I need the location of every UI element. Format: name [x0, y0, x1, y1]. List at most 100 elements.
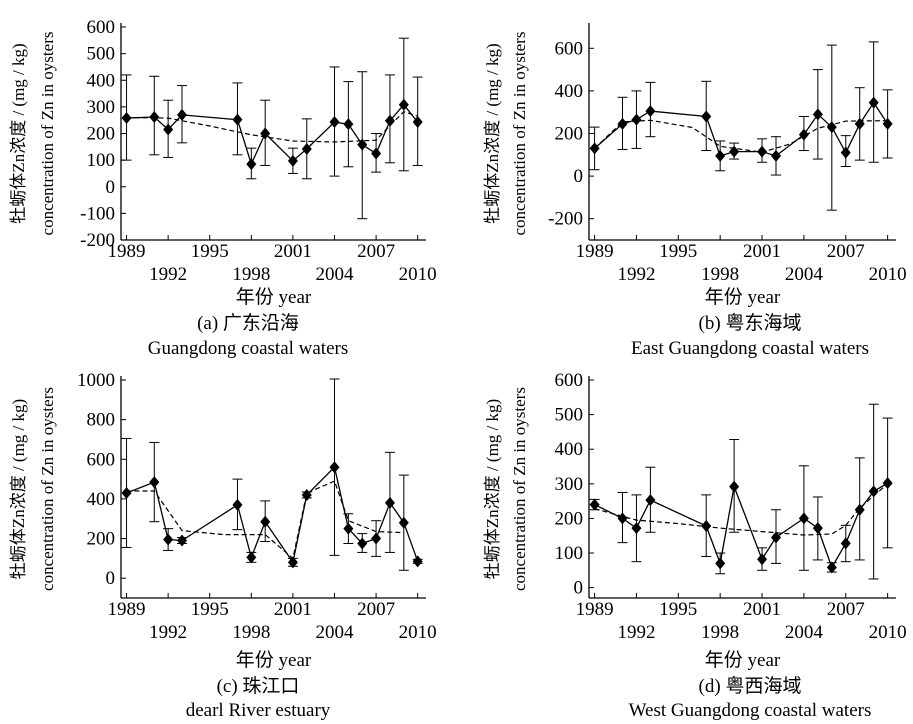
x-tick-label: 1998 — [232, 622, 270, 643]
x-tick-label: 1995 — [659, 599, 697, 620]
y-tick-label: 800 — [87, 410, 116, 431]
x-tick-label: 2010 — [399, 622, 437, 643]
data-line — [594, 101, 889, 157]
data-point — [729, 145, 740, 158]
panel-caption-cn: (a) 广东沿海 — [197, 312, 299, 334]
data-point — [715, 149, 726, 162]
x-axis-label: 年份 year — [236, 649, 312, 671]
data-point — [617, 512, 628, 525]
x-tick-label: 1995 — [191, 599, 229, 620]
y-tick-label: 600 — [87, 17, 116, 38]
x-tick-label: 1995 — [659, 241, 697, 262]
y-axis-label-cn: 牡蛎体Zn浓度 / (mg / kg) — [9, 399, 28, 579]
x-tick-label: 2004 — [785, 622, 824, 643]
data-point — [826, 121, 837, 134]
data-point — [121, 486, 132, 499]
data-line — [126, 103, 419, 166]
x-tick-label: 1992 — [617, 264, 655, 285]
data-point — [260, 127, 271, 140]
y-tick-label: 0 — [106, 568, 116, 589]
x-tick-label: 1989 — [576, 599, 614, 620]
y-tick-label: 400 — [87, 70, 116, 91]
data-point — [232, 498, 243, 511]
data-point — [770, 149, 781, 162]
data-point — [631, 113, 642, 126]
data-point — [798, 128, 809, 141]
data-point — [287, 154, 298, 167]
data-point — [343, 522, 354, 535]
data-point — [589, 142, 600, 155]
x-tick-label: 2001 — [274, 241, 312, 262]
y-tick-label: 600 — [555, 38, 584, 59]
data-point — [826, 561, 837, 574]
y-tick-label: 1000 — [77, 370, 115, 391]
x-tick-label: 1998 — [701, 622, 739, 643]
y-tick-label: 0 — [106, 177, 116, 198]
data-point — [232, 113, 243, 126]
y-tick-label: 100 — [87, 150, 116, 171]
data-point — [177, 108, 187, 121]
panel-caption-cn: (b) 粤东海域 — [699, 312, 802, 334]
y-tick-label: -200 — [80, 230, 115, 251]
data-point — [770, 531, 781, 544]
data-point — [840, 146, 851, 159]
data-point — [329, 116, 340, 129]
y-tick-label: 600 — [87, 449, 116, 470]
chart-panel-4: 0100200300400500600198919921995199820012… — [483, 370, 907, 721]
trend-line — [594, 483, 888, 536]
trend-line — [126, 111, 418, 143]
y-axis-label-en: concentration of Zn in oysters — [38, 32, 57, 236]
x-tick-label: 1998 — [701, 264, 739, 285]
y-tick-label: 500 — [555, 405, 584, 426]
x-tick-label: 1992 — [149, 264, 187, 285]
data-point — [177, 534, 187, 547]
chart-panel-1: -200 -100 0 100 200 300 400 500 600 1989199219951… — [9, 17, 437, 359]
x-tick-label: 2001 — [274, 599, 312, 620]
data-point — [301, 142, 312, 155]
data-point — [398, 516, 409, 529]
data-point — [412, 555, 423, 568]
y-axis-label-en: concentration of Zn in oysters — [510, 32, 529, 236]
data-point — [384, 496, 395, 509]
x-axis-label: 年份 year — [705, 649, 781, 671]
data-point — [882, 477, 893, 490]
data-point — [121, 112, 132, 125]
x-tick-label: 2007 — [827, 241, 865, 262]
y-tick-label: 300 — [87, 97, 116, 118]
x-axis-label: 年份 year — [705, 286, 781, 308]
x-tick-label: 1989 — [576, 241, 614, 262]
data-point — [301, 488, 312, 501]
panel-caption-en: dearl River estuary — [186, 700, 331, 721]
data-point — [701, 520, 712, 533]
y-tick-label: 200 — [555, 124, 584, 145]
y-tick-label: 0 — [574, 166, 584, 187]
data-point — [371, 147, 382, 160]
y-tick-label: 100 — [555, 543, 584, 564]
data-line — [126, 465, 419, 564]
data-point — [163, 123, 174, 136]
x-tick-label: 2007 — [357, 241, 395, 262]
data-point — [631, 522, 642, 535]
chart-panel-2: -200020040060019891992199519982001200420… — [483, 23, 907, 359]
data-point — [729, 480, 740, 493]
x-tick-label: 1989 — [108, 241, 146, 262]
x-tick-label: 1998 — [232, 264, 270, 285]
data-line — [594, 482, 888, 570]
y-tick-label: 400 — [555, 439, 584, 460]
y-tick-label: 200 — [87, 124, 116, 145]
x-tick-label: 2004 — [316, 264, 355, 285]
data-point — [343, 118, 354, 131]
data-point — [617, 117, 628, 130]
y-axis-label-cn: 牡蛎体Zn浓度 / (mg / kg) — [9, 43, 28, 223]
data-point — [371, 532, 382, 545]
data-point — [163, 533, 174, 546]
x-tick-label: 2001 — [743, 241, 781, 262]
data-point — [357, 537, 368, 550]
x-tick-label: 2010 — [399, 264, 437, 285]
data-point — [701, 110, 712, 123]
data-point — [246, 158, 257, 171]
y-tick-label: 200 — [555, 508, 584, 529]
y-tick-label: 0 — [574, 578, 584, 599]
data-point — [384, 114, 395, 127]
x-tick-label: 2007 — [827, 599, 865, 620]
